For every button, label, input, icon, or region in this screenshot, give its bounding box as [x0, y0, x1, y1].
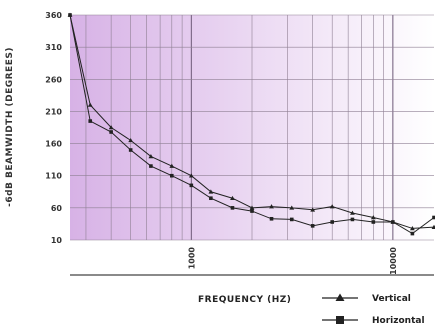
- data-point-horizontal: [109, 130, 113, 134]
- y-tick-label: 110: [45, 172, 62, 181]
- data-point-vertical: [370, 215, 376, 220]
- legend-label-vertical: Vertical: [372, 294, 411, 304]
- legend: Vertical Horizontal: [322, 293, 425, 326]
- data-point-vertical: [249, 205, 255, 210]
- y-tick-label: 210: [45, 107, 62, 116]
- data-point-horizontal: [149, 164, 153, 168]
- y-tick-label: 360: [45, 11, 62, 20]
- x-tick-label: 10000: [389, 247, 398, 275]
- series-layer: [67, 12, 435, 236]
- data-point-horizontal: [269, 216, 274, 221]
- data-point-horizontal: [88, 119, 93, 123]
- grid-lines: [70, 14, 434, 241]
- data-point-horizontal: [410, 231, 415, 236]
- legend-square-marker: [336, 316, 344, 324]
- data-point-horizontal: [350, 217, 355, 222]
- data-point-vertical: [409, 226, 415, 231]
- data-point-vertical: [188, 173, 194, 178]
- y-tick-label: 60: [51, 204, 63, 213]
- data-point-horizontal: [289, 217, 294, 222]
- data-point-vertical: [310, 207, 316, 212]
- data-point-horizontal: [170, 173, 174, 178]
- x-tick-label: 1000: [187, 247, 196, 270]
- data-point-horizontal: [432, 215, 435, 220]
- data-point-horizontal: [250, 209, 254, 213]
- data-point-vertical: [208, 189, 214, 194]
- legend-label-horizontal: Horizontal: [372, 316, 425, 325]
- data-point-vertical: [87, 102, 93, 107]
- data-point-horizontal: [391, 220, 395, 224]
- legend-item-horizontal: Horizontal: [322, 316, 425, 326]
- data-point-horizontal: [68, 13, 72, 17]
- legend-triangle-marker: [335, 293, 345, 301]
- legend-item-vertical: Vertical: [322, 293, 411, 304]
- x-tick-labels: 1000 10000: [187, 247, 398, 275]
- data-point-horizontal: [189, 183, 194, 188]
- data-point-horizontal: [330, 220, 334, 224]
- data-point-vertical: [108, 125, 114, 130]
- data-point-horizontal: [310, 224, 315, 228]
- y-tick-labels: 10 60 110 160 210 260 310 360: [45, 11, 62, 245]
- x-axis-label: FREQUENCY (HZ): [198, 295, 291, 305]
- data-point-vertical: [329, 204, 335, 209]
- data-point-horizontal: [128, 148, 133, 152]
- data-point-vertical: [128, 137, 134, 143]
- data-point-horizontal: [371, 220, 376, 224]
- data-point-horizontal: [230, 206, 235, 210]
- data-point-vertical: [169, 163, 175, 168]
- data-point-vertical: [350, 210, 355, 215]
- y-tick-label: 310: [45, 43, 62, 52]
- data-point-vertical: [431, 224, 435, 229]
- data-point-vertical: [148, 154, 154, 159]
- data-point-horizontal: [209, 196, 213, 201]
- data-point-vertical: [230, 195, 235, 201]
- y-tick-label: 10: [51, 236, 63, 245]
- y-tick-label: 260: [45, 75, 62, 84]
- y-tick-label: 160: [45, 140, 62, 149]
- y-axis-label: -6dB BEAMWIDTH (DEGREES): [5, 47, 15, 207]
- data-point-vertical: [289, 205, 295, 210]
- data-point-vertical: [269, 204, 274, 209]
